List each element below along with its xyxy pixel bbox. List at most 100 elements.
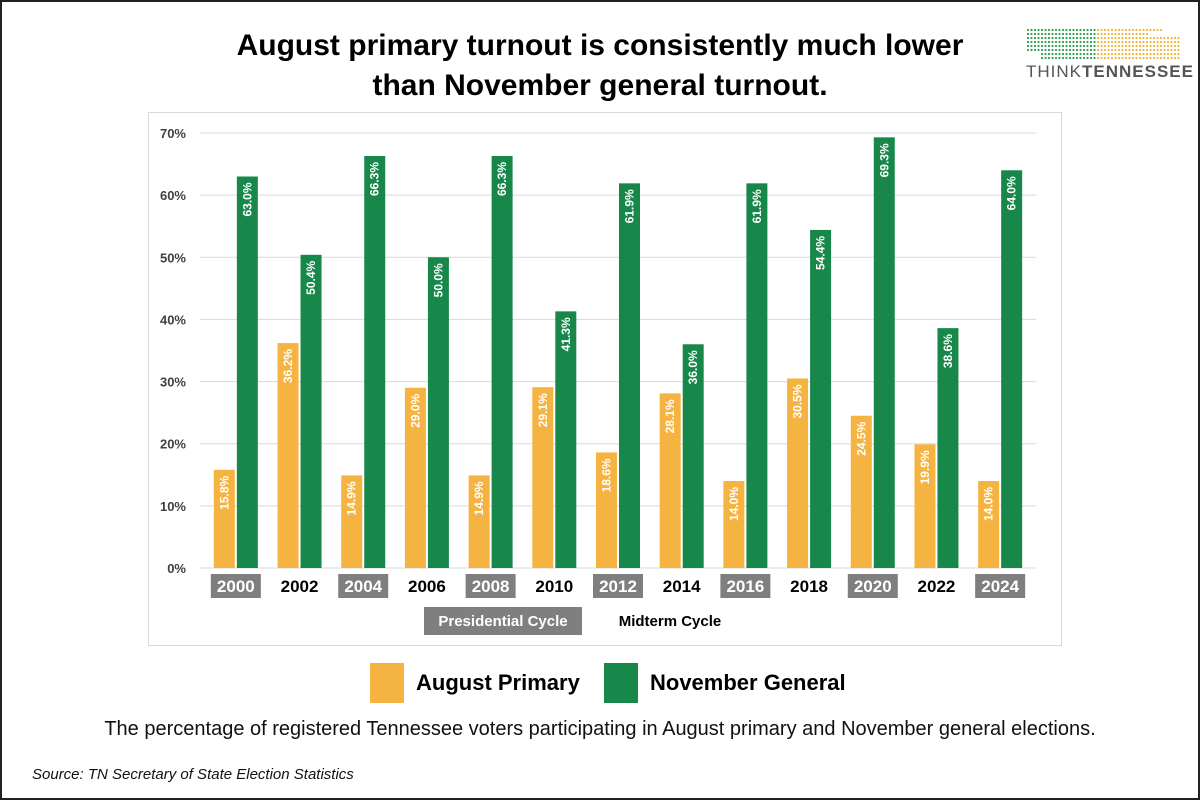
logo-dot	[1152, 52, 1156, 56]
y-tick-label: 40%	[160, 312, 186, 327]
logo-dot	[1124, 44, 1128, 48]
logo-dot	[1040, 36, 1044, 40]
logo-dot	[1058, 44, 1061, 48]
logo-dot	[1142, 48, 1145, 52]
logo-dot	[1121, 44, 1124, 48]
logo-dot	[1033, 40, 1037, 44]
logo-dot	[1135, 56, 1138, 60]
logo-dot	[1082, 52, 1086, 56]
logo-dot	[1170, 52, 1173, 56]
logo-dot	[1054, 32, 1058, 36]
y-tick-label: 50%	[160, 250, 186, 265]
logo-dot	[1051, 52, 1054, 56]
logo-dot	[1100, 48, 1103, 52]
logo-dot	[1110, 40, 1114, 44]
presidential-year-badge	[847, 574, 898, 598]
data-label-august-primary: 28.1%	[663, 399, 677, 433]
logo-dot	[1044, 36, 1047, 40]
data-label-august-primary: 14.0%	[727, 487, 741, 521]
logo-dot	[1082, 28, 1086, 32]
presidential-year-badge	[465, 574, 516, 598]
logo-dot	[1135, 40, 1138, 44]
logo-dot	[1100, 56, 1103, 60]
bar-november-general	[619, 183, 640, 569]
logo-dot	[1173, 44, 1177, 48]
logo-dot	[1163, 52, 1166, 56]
logo-dot	[1107, 44, 1110, 48]
logo-dot	[1086, 52, 1089, 56]
legend-label-august-primary: August Primary	[416, 670, 580, 695]
logo-dot	[1061, 32, 1065, 36]
logo-dot	[1058, 40, 1061, 44]
logo-dot	[1096, 36, 1100, 40]
logo-dot	[1177, 40, 1180, 44]
logo-dot	[1173, 48, 1177, 52]
logo-dot	[1170, 56, 1173, 60]
logo-dot	[1075, 48, 1079, 52]
logo-dot	[1040, 40, 1044, 44]
data-label-november-general: 61.9%	[623, 189, 637, 223]
y-tick-label: 0%	[167, 561, 186, 576]
logo-dot	[1159, 36, 1163, 40]
source-note: Source: TN Secretary of State Election S…	[32, 766, 354, 783]
brand-wordmark: THINKTENNESSEE	[1026, 62, 1194, 82]
logo-dot	[1173, 40, 1177, 44]
logo-dot	[1124, 52, 1128, 56]
logo-dot	[1086, 36, 1089, 40]
logo-dot	[1124, 36, 1128, 40]
logo-dot	[1135, 52, 1138, 56]
logo-dot	[1086, 40, 1089, 44]
logo-dot	[1047, 56, 1051, 60]
logo-dot	[1145, 40, 1149, 44]
data-label-august-primary: 24.5%	[854, 421, 868, 455]
logo-dot	[1142, 56, 1145, 60]
logo-dot	[1065, 28, 1068, 32]
logo-dot	[1163, 48, 1166, 52]
logo-dot	[1117, 32, 1121, 36]
logo-dot	[1100, 44, 1103, 48]
logo-dot	[1114, 44, 1117, 48]
logo-dot	[1121, 32, 1124, 36]
logo-dot	[1033, 32, 1037, 36]
data-label-november-general: 63.0%	[240, 182, 254, 216]
logo-dot	[1152, 40, 1156, 44]
logo-dot	[1040, 28, 1044, 32]
logo-dot	[1037, 48, 1040, 52]
bar-august-primary	[914, 444, 936, 568]
logo-dot	[1100, 36, 1103, 40]
logo-dot	[1075, 52, 1079, 56]
logo-dot	[1061, 40, 1065, 44]
logo-dot	[1096, 56, 1100, 60]
logo-dot	[1131, 36, 1135, 40]
logo-dot	[1156, 48, 1159, 52]
presidential-year-badge	[720, 574, 771, 598]
y-tick-label: 60%	[160, 188, 186, 203]
logo-dot	[1068, 32, 1072, 36]
logo-dot	[1135, 32, 1138, 36]
logo-dot	[1138, 28, 1142, 32]
logo-dot	[1082, 44, 1086, 48]
logo-dot	[1072, 48, 1075, 52]
logo-dot	[1047, 36, 1051, 40]
chart-caption: The percentage of registered Tennessee v…	[104, 718, 1096, 740]
logo-dot	[1145, 32, 1149, 36]
logo-dot	[1047, 32, 1051, 36]
data-label-august-primary: 14.9%	[345, 481, 359, 515]
logo-dot	[1075, 32, 1079, 36]
logo-dot	[1103, 44, 1107, 48]
logo-dot	[1044, 48, 1047, 52]
logo-dot	[1086, 28, 1089, 32]
logo-dot	[1166, 36, 1170, 40]
logo-dot	[1072, 28, 1075, 32]
logo-dot	[1107, 52, 1110, 56]
logo-dot	[1124, 56, 1128, 60]
logo-dot	[1044, 44, 1047, 48]
brand-wordmark-think: THINK	[1026, 62, 1082, 81]
logo-dot	[1100, 28, 1103, 32]
logo-dot	[1093, 28, 1096, 32]
logo-dot	[1163, 56, 1166, 60]
legend-label-november-general: November General	[650, 670, 846, 695]
logo-dot	[1068, 36, 1072, 40]
logo-dot	[1110, 44, 1114, 48]
bar-august-primary	[723, 481, 745, 568]
